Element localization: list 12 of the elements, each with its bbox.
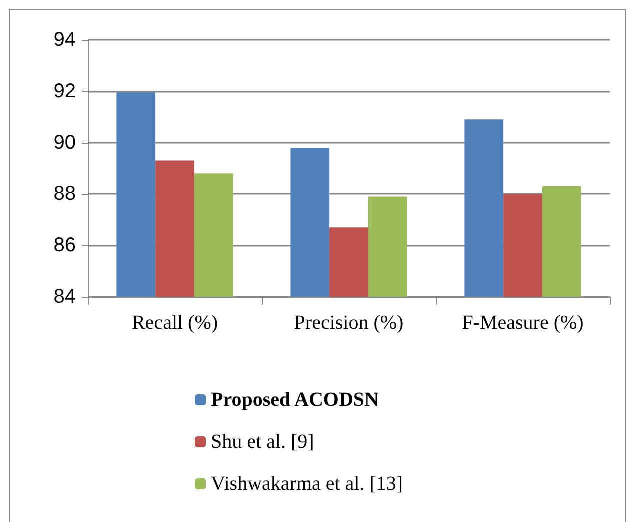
y-tick-label: 84 bbox=[54, 286, 76, 308]
legend-label: Shu et al. [9] bbox=[211, 431, 314, 453]
y-tick-label: 92 bbox=[54, 80, 76, 102]
x-tick-label: Recall (%) bbox=[132, 312, 218, 334]
x-tick-label: F-Measure (%) bbox=[462, 312, 584, 334]
legend-label: Vishwakarma et al. [13] bbox=[211, 473, 404, 495]
x-tick-label: Precision (%) bbox=[294, 312, 404, 334]
legend-label: Proposed ACODSN bbox=[211, 389, 380, 411]
y-tick-label: 86 bbox=[54, 234, 76, 257]
y-tick-label: 94 bbox=[54, 29, 76, 51]
y-tick-label: 88 bbox=[54, 183, 76, 206]
y-tick-label: 90 bbox=[54, 132, 76, 154]
